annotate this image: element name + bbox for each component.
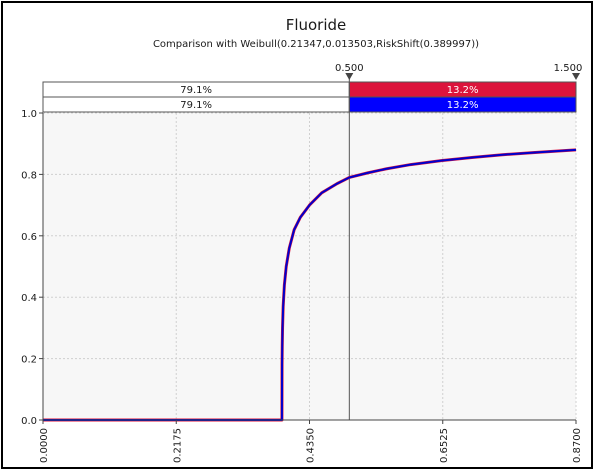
chart-subtitle: Comparison with Weibull(0.21347,0.013503… [153, 39, 479, 50]
series-line-1 [43, 148, 577, 421]
prob-bar-right-label-0: 13.2% [447, 85, 479, 96]
chart-frame: Fluoride Comparison with Weibull(0.21347… [1, 1, 593, 469]
x-tick-label: 0.6525 [439, 428, 450, 463]
prob-bar-right-label-1: 13.2% [447, 100, 479, 111]
left-marker-label: 0.500 [335, 63, 364, 74]
right-marker-triangle [572, 73, 580, 80]
y-tick-label: 0.6 [21, 232, 37, 243]
chart-svg: Fluoride Comparison with Weibull(0.21347… [21, 16, 583, 463]
x-tick-label: 0.2175 [172, 428, 183, 463]
x-tick-label: 0.8700 [572, 428, 583, 463]
y-tick-label: 0.0 [21, 416, 37, 427]
prob-bar-left-label-1: 79.1% [180, 100, 212, 111]
chart-title: Fluoride [286, 16, 347, 34]
prob-bar-left-label-0: 79.1% [180, 85, 212, 96]
y-tick-label: 0.2 [21, 355, 37, 366]
x-tick-label: 0.4350 [306, 428, 317, 463]
right-marker-label: 1.500 [554, 63, 583, 74]
left-marker-triangle [345, 73, 354, 80]
y-tick-label: 1.0 [21, 109, 37, 120]
x-tick-label: 0.0000 [39, 428, 50, 463]
y-tick-label: 0.4 [21, 293, 37, 304]
y-tick-label: 0.8 [21, 170, 37, 181]
